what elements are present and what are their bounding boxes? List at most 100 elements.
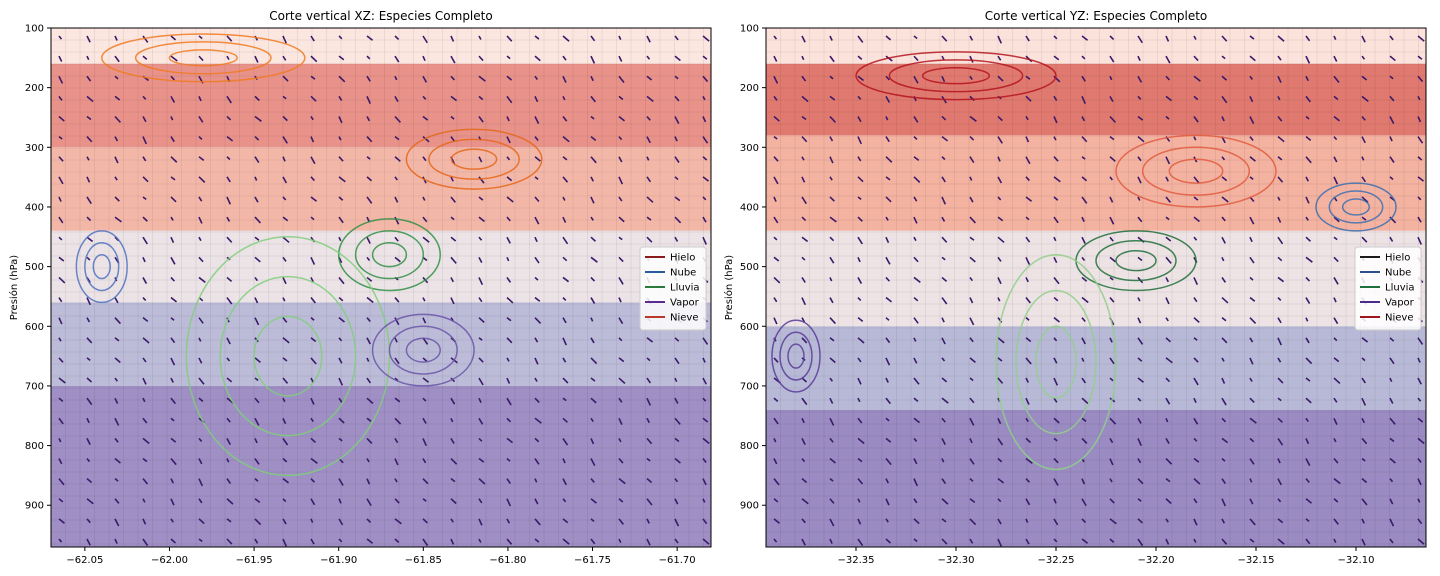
wind-vector: [338, 55, 345, 61]
wind-vector: [86, 377, 93, 383]
layer-band-0: [766, 28, 1426, 64]
x-tick-label: −32.30: [937, 555, 974, 566]
wind-vector: [1277, 176, 1284, 183]
wind-vector: [829, 397, 834, 404]
wind-vector: [773, 317, 778, 325]
wind-vector: [506, 35, 513, 42]
wind-vector: [1193, 377, 1199, 386]
wind-vector: [1277, 337, 1282, 346]
wind-vector: [282, 115, 288, 122]
wind-vector: [534, 458, 540, 465]
wind-vector: [674, 55, 681, 62]
wind-vector: [506, 357, 510, 362]
wind-vector: [534, 176, 539, 180]
wind-vector: [1333, 115, 1340, 122]
wind-vector: [422, 95, 427, 100]
wind-vector: [478, 176, 485, 184]
wind-vector: [282, 176, 288, 184]
wind-vector: [969, 55, 974, 63]
wind-vector: [310, 256, 316, 265]
wind-vector: [1137, 176, 1142, 184]
wind-vector: [674, 357, 680, 365]
wind-vector: [1221, 116, 1225, 122]
contour-ring-1: [428, 138, 520, 180]
y-tick-label: 500: [740, 262, 759, 273]
wind-vector: [450, 55, 456, 64]
wind-vector: [1333, 176, 1339, 185]
wind-vector: [506, 176, 513, 182]
wind-vector: [366, 538, 374, 544]
wind-vector: [394, 417, 402, 425]
wind-vector: [1389, 357, 1395, 365]
wind-vector: [58, 216, 64, 224]
wind-vector: [885, 176, 891, 181]
wind-vector: [773, 216, 779, 224]
wind-vector: [422, 417, 427, 424]
legend-label: Nieve: [670, 313, 698, 324]
wind-vector: [478, 478, 486, 485]
wind-vector: [114, 156, 119, 164]
x-tick-label: −32.10: [1337, 555, 1374, 566]
wind-vector: [1109, 236, 1114, 242]
wind-vector: [170, 256, 176, 265]
wind-vector: [941, 236, 948, 243]
wind-vector: [997, 297, 1001, 302]
wind-vector: [941, 297, 948, 305]
panel-yz: Corte vertical YZ: Especies Completo Pres…: [723, 9, 1427, 566]
wind-vector: [422, 236, 430, 243]
wind-vector: [142, 196, 147, 201]
wind-vector: [1305, 357, 1313, 365]
wind-vector: [450, 297, 455, 305]
wind-vector: [422, 478, 429, 485]
wind-vector: [394, 538, 400, 543]
wind-vector: [254, 458, 260, 465]
wind-vector: [913, 55, 919, 62]
wind-vector: [142, 437, 150, 445]
wind-vector: [394, 437, 399, 444]
wind-vector: [618, 357, 625, 363]
wind-vector: [773, 196, 777, 202]
wind-vector: [829, 437, 834, 443]
wind-vector: [829, 196, 835, 202]
wind-vector: [1109, 417, 1117, 425]
wind-vector: [969, 397, 975, 404]
wind-vector: [226, 35, 233, 42]
contour-ring-0: [134, 41, 272, 75]
wind-vector: [86, 156, 90, 161]
wind-vector: [1277, 317, 1282, 324]
wind-vector: [534, 377, 538, 382]
wind-vector: [1277, 498, 1282, 503]
wind-vector: [1333, 498, 1339, 503]
contour-ring-0: [888, 59, 1024, 93]
wind-vector: [618, 377, 626, 385]
wind-vector: [338, 75, 346, 83]
wind-vector: [702, 377, 707, 385]
wind-vector: [702, 136, 709, 144]
wind-vector: [1081, 518, 1087, 524]
wind-vector: [366, 136, 373, 143]
wind-vector: [534, 75, 539, 80]
wind-vector: [829, 277, 833, 282]
wind-vector: [1417, 458, 1422, 463]
wind-vector: [142, 538, 149, 547]
wind-vector: [913, 256, 919, 263]
wind-vector: [254, 297, 259, 304]
wind-vector: [1165, 357, 1173, 364]
wind-vector: [506, 116, 510, 122]
wind-vector: [885, 437, 892, 443]
wind-vector: [58, 478, 65, 486]
wind-vector: [1053, 196, 1059, 201]
wind-vector: [338, 377, 344, 386]
wind-vector: [478, 156, 483, 163]
x-tick-label: −61.70: [659, 555, 696, 566]
wind-vector: [58, 438, 62, 443]
wind-vector: [1109, 75, 1113, 81]
wind-vector: [394, 337, 398, 343]
wind-vector: [1277, 196, 1281, 201]
wind-vector: [1081, 196, 1088, 204]
wind-vector: [590, 196, 595, 204]
wind-vector: [562, 518, 569, 524]
wind-vector: [1305, 256, 1313, 263]
wind-vector: [338, 276, 345, 285]
contour-ring-4: [779, 331, 813, 381]
